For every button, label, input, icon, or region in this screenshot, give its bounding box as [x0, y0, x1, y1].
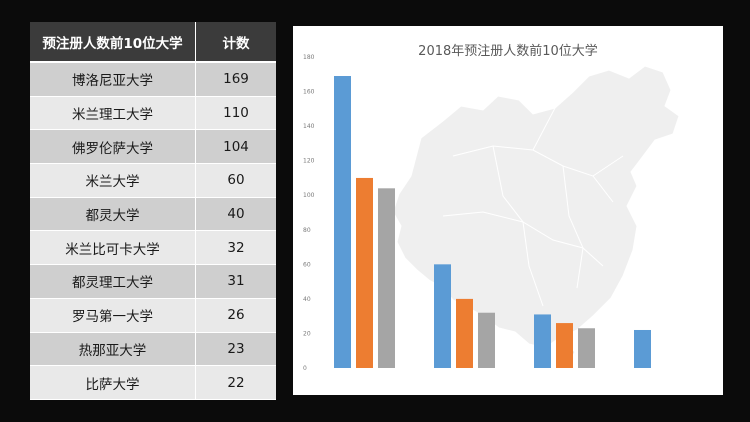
university-name-cell: 热那亚大学	[30, 332, 196, 367]
university-name-cell: 米兰比可卡大学	[30, 230, 196, 266]
bar	[356, 177, 373, 368]
bar	[378, 188, 395, 368]
university-name-cell: 都灵大学	[30, 197, 196, 232]
university-name-cell: 罗马第一大学	[30, 298, 196, 333]
bar	[578, 328, 595, 368]
table-row: 佛罗伦萨大学 104	[30, 129, 276, 165]
university-name-cell: 佛罗伦萨大学	[30, 129, 196, 165]
table-row: 热那亚大学 23	[30, 332, 276, 367]
table-row: 比萨大学 22	[30, 365, 276, 400]
table-row: 米兰大学 60	[30, 163, 276, 198]
table-body: 博洛尼亚大学 169 米兰理工大学 110 佛罗伦萨大学 104 米兰大学 60 都灵大学 40 米…	[30, 62, 276, 400]
count-cell: 31	[195, 264, 276, 299]
bar-series	[334, 76, 651, 368]
y-tick-label: 100	[303, 192, 315, 199]
y-tick-label: 0	[303, 365, 307, 372]
count-cell: 23	[195, 332, 276, 367]
bar	[478, 312, 495, 368]
y-tick-label: 80	[303, 227, 311, 234]
bar	[456, 298, 473, 368]
table-row: 都灵大学 40	[30, 197, 276, 232]
y-tick-label: 140	[303, 123, 315, 130]
university-name-cell: 米兰理工大学	[30, 96, 196, 131]
bar	[434, 264, 451, 368]
table-row: 米兰比可卡大学 32	[30, 230, 276, 266]
bar	[334, 76, 351, 368]
table-row: 博洛尼亚大学 169	[30, 62, 276, 97]
ranking-table: 预注册人数前10位大学 计数 博洛尼亚大学 169 米兰理工大学 110 佛罗伦萨大学 1…	[30, 22, 276, 400]
column-header-count: 计数	[195, 22, 276, 63]
count-cell: 104	[195, 129, 276, 165]
university-name-cell: 比萨大学	[30, 365, 196, 400]
bar	[556, 323, 573, 368]
table-row: 罗马第一大学 26	[30, 298, 276, 333]
column-header-university: 预注册人数前10位大学	[30, 22, 196, 63]
china-map-silhouette	[392, 65, 680, 363]
table-row: 都灵理工大学 31	[30, 264, 276, 299]
count-cell: 110	[195, 96, 276, 131]
count-cell: 60	[195, 163, 276, 198]
y-tick-label: 60	[303, 261, 311, 268]
y-tick-label: 20	[303, 330, 311, 337]
chart-panel: 0 20 40 60 80 100 120 140 160 180 2018年预注册人数前10位大…	[293, 26, 723, 395]
table-row: 米兰理工大学 110	[30, 96, 276, 131]
table-header-row: 预注册人数前10位大学 计数	[30, 22, 276, 63]
count-cell: 32	[195, 230, 276, 266]
count-cell: 169	[195, 62, 276, 97]
y-tick-label: 180	[303, 54, 315, 61]
y-tick-label: 160	[303, 89, 315, 96]
y-axis: 0 20 40 60 80 100 120 140 160 180	[303, 54, 315, 372]
count-cell: 22	[195, 365, 276, 400]
y-tick-label: 120	[303, 158, 315, 165]
count-cell: 26	[195, 298, 276, 333]
bar-chart: 0 20 40 60 80 100 120 140 160 180	[303, 54, 680, 372]
bar	[534, 314, 551, 368]
university-name-cell: 都灵理工大学	[30, 264, 196, 299]
university-name-cell: 米兰大学	[30, 163, 196, 198]
chart-title: 2018年预注册人数前10位大学	[418, 44, 598, 59]
bar	[634, 329, 651, 368]
y-tick-label: 40	[303, 296, 311, 303]
university-name-cell: 博洛尼亚大学	[30, 62, 196, 97]
count-cell: 40	[195, 197, 276, 232]
